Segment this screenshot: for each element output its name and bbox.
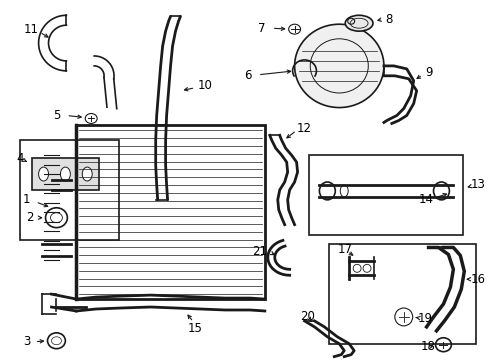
Bar: [32, 158, 99, 190]
Ellipse shape: [39, 167, 48, 181]
Ellipse shape: [82, 167, 92, 181]
Text: 12: 12: [296, 122, 311, 135]
Text: 20: 20: [300, 310, 314, 323]
Text: 10: 10: [198, 79, 212, 92]
Text: 15: 15: [187, 322, 203, 336]
Text: 21: 21: [252, 245, 267, 258]
Text: 11: 11: [24, 23, 39, 36]
Text: 4: 4: [16, 152, 23, 165]
Bar: [20, 140, 119, 239]
Text: 5: 5: [53, 109, 60, 122]
Text: 3: 3: [23, 335, 30, 348]
Text: 9: 9: [424, 66, 431, 79]
Text: 19: 19: [417, 312, 432, 325]
Text: 1: 1: [23, 193, 30, 206]
Text: 6: 6: [244, 69, 251, 82]
Ellipse shape: [61, 167, 70, 181]
Bar: [328, 244, 475, 344]
Text: 14: 14: [418, 193, 433, 206]
Text: 17: 17: [337, 243, 352, 256]
Text: 2: 2: [26, 211, 33, 224]
Ellipse shape: [294, 24, 383, 108]
Text: 13: 13: [470, 179, 485, 192]
Text: 8: 8: [385, 13, 392, 26]
Bar: [309, 155, 462, 235]
Text: 7: 7: [258, 22, 265, 35]
Text: 18: 18: [420, 340, 435, 353]
Bar: [76, 125, 264, 299]
Ellipse shape: [345, 15, 372, 31]
Text: 16: 16: [470, 273, 485, 286]
